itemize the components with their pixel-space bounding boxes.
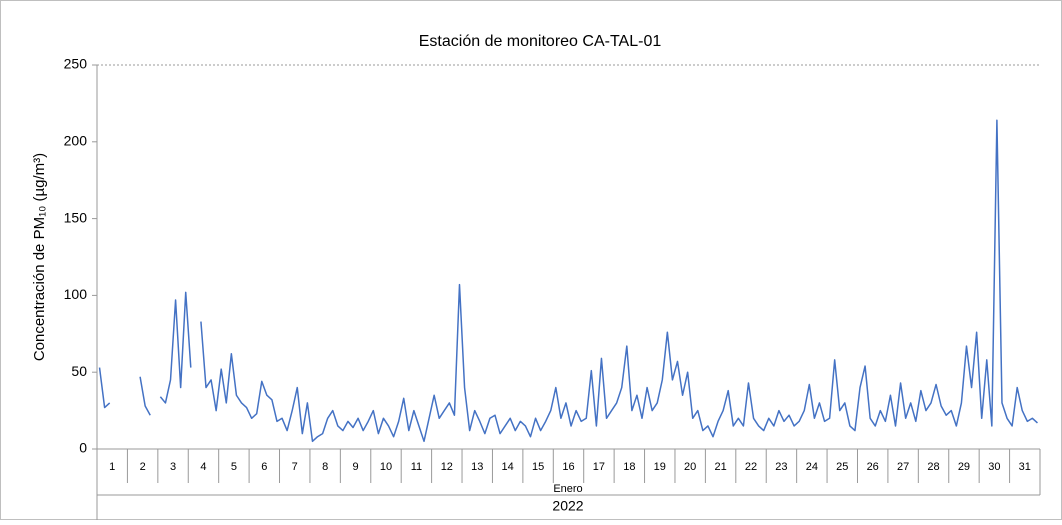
y-tick-label: 50: [71, 363, 87, 379]
y-tick-label: 150: [64, 209, 88, 225]
x-tick-label: 5: [231, 461, 237, 473]
x-tick-label: 19: [654, 461, 666, 473]
x-tick-label: 22: [745, 461, 757, 473]
x-tick-label: 12: [441, 461, 453, 473]
x-tick-label: 24: [806, 461, 818, 473]
x-tick-label: 20: [684, 461, 696, 473]
x-tick-label: 15: [532, 461, 544, 473]
x-tick-label: 27: [897, 461, 909, 473]
month-label: Enero: [553, 483, 582, 495]
x-tick-label: 29: [958, 461, 970, 473]
x-tick-label: 9: [353, 461, 359, 473]
x-tick-label: 11: [411, 461, 422, 473]
year-label: 2022: [552, 498, 583, 514]
y-tick-label: 0: [79, 440, 87, 456]
x-tick-label: 8: [322, 461, 328, 473]
x-tick-label: 31: [1019, 461, 1031, 473]
x-tick-label: 1: [109, 461, 115, 473]
x-tick-label: 26: [867, 461, 879, 473]
x-tick-label: 3: [170, 461, 176, 473]
x-tick-label: 25: [836, 461, 848, 473]
x-tick-label: 30: [988, 461, 1000, 473]
data-line: [159, 291, 192, 404]
data-line: [139, 376, 151, 416]
y-tick-label: 100: [64, 286, 88, 302]
x-tick-label: 21: [714, 461, 726, 473]
y-tick-label: 200: [64, 133, 88, 149]
y-tick-label: 250: [64, 56, 88, 72]
x-tick-label: 2: [140, 461, 146, 473]
x-tick-label: 7: [292, 461, 298, 473]
x-tick-label: 4: [200, 461, 206, 473]
x-tick-label: 23: [775, 461, 787, 473]
x-tick-label: 16: [562, 461, 574, 473]
x-tick-label: 17: [593, 461, 605, 473]
data-line: [98, 367, 111, 409]
chart-title: Estación de monitoreo CA-TAL-01: [419, 33, 662, 50]
x-tick-label: 28: [927, 461, 939, 473]
x-tick-label: 14: [502, 461, 514, 473]
x-tick-label: 18: [623, 461, 635, 473]
x-tick-label: 6: [261, 461, 267, 473]
x-tick-label: 13: [471, 461, 483, 473]
y-axis-label: Concentración de PM₁₀ (µg/m³): [31, 153, 48, 361]
data-line: [200, 119, 1038, 443]
x-tick-label: 10: [380, 461, 392, 473]
